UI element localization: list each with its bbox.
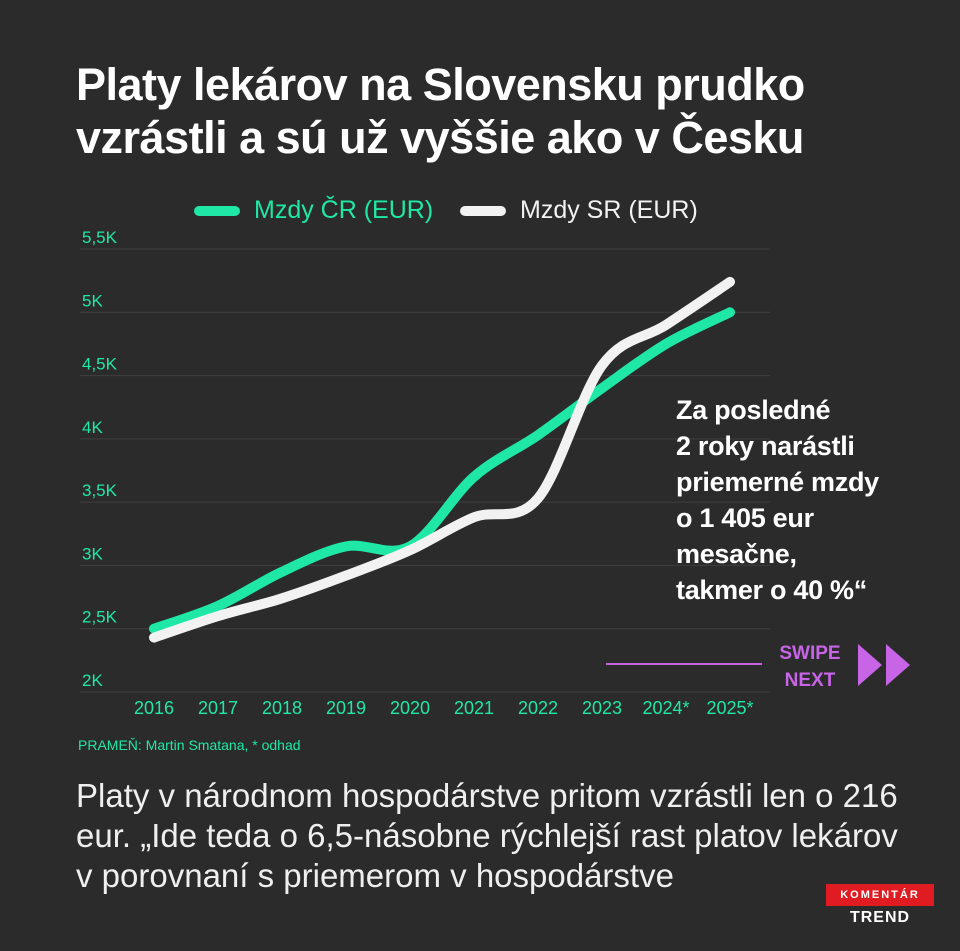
callout-line-4: o 1 405 eur	[676, 503, 814, 533]
chart-callout: Za posledné 2 roky narástli priemerné mz…	[676, 392, 946, 608]
y-tick-label: 3,5K	[82, 481, 118, 500]
page-title: Platy lekárov na Slovensku prudko vzrást…	[76, 58, 936, 164]
logo-trend: TREND	[849, 909, 911, 926]
body-line-1: Platy v národnom hospodárstve pritom vzr…	[76, 777, 898, 814]
legend-item-cr: Mzdy ČR (EUR)	[194, 196, 433, 225]
x-tick-label: 2019	[326, 698, 366, 718]
swipe-text-line-2: NEXT	[784, 670, 836, 691]
y-tick-label: 2,5K	[82, 608, 118, 627]
title-line-2: vzrástli a sú už vyššie ako v Česku	[76, 112, 804, 163]
chart-source: PRAMEŇ: Martin Smatana, * odhad	[78, 737, 301, 753]
callout-line-5: mesačne,	[676, 539, 797, 569]
legend-item-sr: Mzdy SR (EUR)	[460, 196, 698, 225]
title-line-1: Platy lekárov na Slovensku prudko	[76, 59, 805, 110]
logo-komentar: KOMENTÁR	[826, 884, 934, 906]
x-tick-label: 2018	[262, 698, 302, 718]
legend-swatch-cr	[194, 205, 240, 216]
double-chevron-right-icon[interactable]	[856, 642, 912, 688]
x-tick-label: 2021	[454, 698, 494, 718]
body-text: Platy v národnom hospodárstve pritom vzr…	[76, 776, 936, 896]
y-tick-label: 4K	[82, 418, 103, 437]
series-line-sr	[149, 276, 735, 643]
x-tick-label: 2017	[198, 698, 238, 718]
legend-label-cr: Mzdy ČR (EUR)	[254, 196, 434, 224]
komentar-trend-logo: KOMENTÁR TREND	[826, 884, 934, 927]
swipe-line	[606, 663, 762, 665]
callout-line-6: takmer o 40 %“	[676, 575, 867, 605]
y-tick-label: 2K	[82, 671, 103, 690]
x-tick-label: 2020	[390, 698, 430, 718]
callout-line-1: Za posledné	[676, 395, 831, 425]
swipe-next-label[interactable]: SWIPE NEXT	[770, 640, 850, 694]
x-tick-label: 2016	[134, 698, 174, 718]
body-line-3: v porovnaní s priemerom v hospodárstve	[76, 857, 674, 894]
x-tick-label: 2025*	[706, 698, 753, 718]
y-tick-label: 3K	[82, 544, 103, 563]
callout-line-3: priemerné mzdy	[676, 467, 879, 497]
x-tick-label: 2023	[582, 698, 622, 718]
x-tick-label: 2022	[518, 698, 558, 718]
swipe-text-line-1: SWIPE	[779, 643, 841, 664]
y-tick-label: 5K	[82, 291, 103, 310]
x-tick-label: 2024*	[642, 698, 689, 718]
body-line-2: eur. „Ide teda o 6,5-násobne rýchlejší r…	[76, 817, 898, 854]
y-tick-label: 4,5K	[82, 355, 118, 374]
y-tick-label: 5,5K	[82, 228, 118, 247]
series-line-cr	[149, 307, 735, 634]
callout-line-2: 2 roky narástli	[676, 431, 855, 461]
legend-label-sr: Mzdy SR (EUR)	[520, 196, 698, 224]
legend-swatch-sr	[460, 205, 506, 216]
